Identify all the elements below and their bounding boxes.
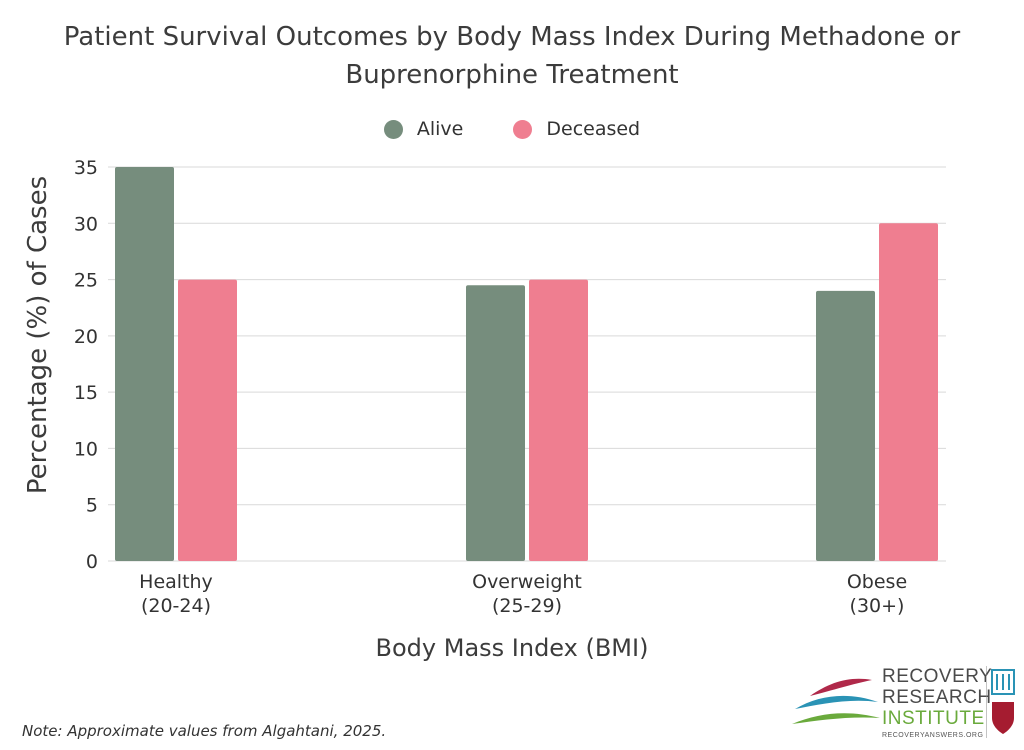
logo-swoosh-icon <box>792 678 880 724</box>
bar-alive-healthy <box>115 167 174 561</box>
y-tick-label: 10 <box>74 438 98 460</box>
logo-url: RECOVERYANSWERS.ORG <box>882 732 984 739</box>
x-axis-label: Body Mass Index (BMI) <box>376 634 649 662</box>
x-tick-sublabel: (25-29) <box>492 595 562 617</box>
bar-deceased-overweight <box>529 279 588 561</box>
legend-label-alive: Alive <box>416 118 464 140</box>
y-tick-label: 20 <box>74 326 98 348</box>
legend-item-deceased: Deceased <box>513 118 640 140</box>
x-tick-sublabel: (30+) <box>850 595 905 617</box>
legend-item-alive: Alive <box>383 118 464 140</box>
y-tick-labels: 0 5 10 15 20 25 30 35 <box>74 157 98 573</box>
bar-deceased-healthy <box>178 279 237 561</box>
y-tick-label: 5 <box>86 495 98 517</box>
y-tick-label: 30 <box>74 213 98 235</box>
y-axis-label: Percentage (%) of Cases <box>23 176 53 494</box>
y-tick-label: 0 <box>86 551 98 573</box>
logo-line-research: RESEARCH <box>882 687 992 708</box>
y-tick-label: 35 <box>74 157 98 179</box>
x-tick-label: Healthy <box>139 571 213 593</box>
y-tick-label: 25 <box>74 270 98 292</box>
bar-alive-obese <box>816 290 875 561</box>
y-tick-label: 15 <box>74 382 98 404</box>
chart-title: Patient Survival Outcomes by Body Mass I… <box>63 22 961 90</box>
bars <box>115 167 938 562</box>
chart-legend: Alive Deceased <box>0 114 1024 144</box>
x-tick-label: Overweight <box>472 571 582 593</box>
legend-swatch-deceased <box>513 119 533 139</box>
logo-line-recovery: RECOVERY <box>882 666 993 687</box>
source-note: Note: Approximate values from Algahtani,… <box>22 722 387 740</box>
legend-label-deceased: Deceased <box>546 118 641 140</box>
bar-alive-overweight <box>466 285 525 561</box>
x-tick-sublabel: (20-24) <box>141 595 211 617</box>
logo-line-institute: INSTITUTE <box>882 708 985 729</box>
legend-swatch-alive <box>383 119 403 139</box>
x-tick-labels: Healthy(20-24) Overweight(25-29) Obese(30+… <box>139 571 907 617</box>
logo-shield-icon <box>986 666 1015 738</box>
x-tick-label: Obese <box>847 571 907 593</box>
bar-deceased-obese <box>879 223 938 562</box>
logo-wordmark: RECOVERY RESEARCH INSTITUTE <box>882 666 992 729</box>
grid-lines <box>108 166 946 562</box>
recovery-research-institute-logo: RECOVERY RESEARCH INSTITUTE RECOVERYANSW… <box>790 664 1020 748</box>
